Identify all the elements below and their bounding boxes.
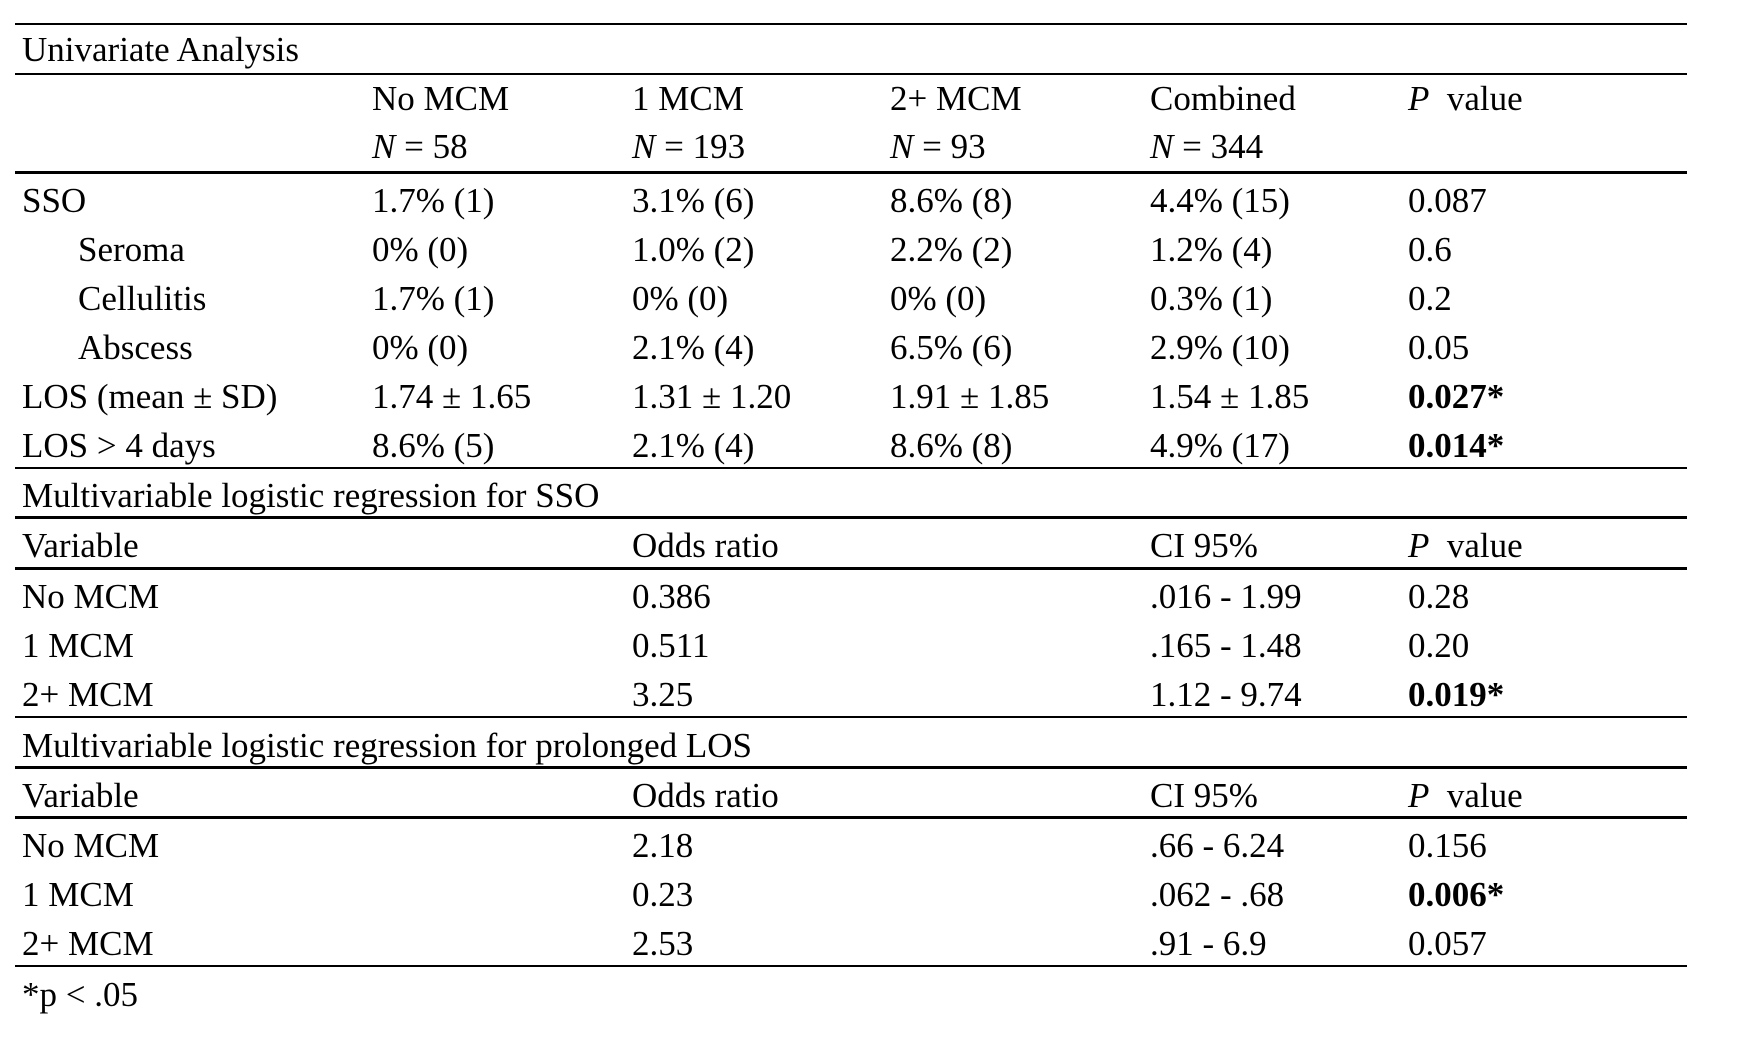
section2-title: Multivariable logistic regression for SS… bbox=[22, 476, 600, 515]
cell-value: 1.31 ± 1.20 bbox=[632, 377, 792, 416]
cell-odds: 0.386 bbox=[632, 577, 711, 616]
section3-title-rule bbox=[15, 766, 1687, 769]
row-label: Abscess bbox=[78, 328, 193, 367]
row-label: SSO bbox=[22, 181, 87, 220]
col-header-ci: CI 95% bbox=[1150, 526, 1258, 565]
col-header-2plus-mcm: 2+ MCM bbox=[890, 79, 1022, 118]
row-label: 2+ MCM bbox=[22, 924, 154, 963]
cell-ci: .016 - 1.99 bbox=[1150, 577, 1302, 616]
cell-value: 1.2% (4) bbox=[1150, 230, 1273, 269]
cell-value: 8.6% (8) bbox=[890, 426, 1013, 465]
row-label: 1 MCM bbox=[22, 875, 134, 914]
col-n-1-mcm: N = 193 bbox=[632, 127, 746, 166]
cell-p-value: 0.20 bbox=[1408, 626, 1470, 665]
section1-bottom-rule bbox=[15, 467, 1687, 469]
cell-ci: .91 - 6.9 bbox=[1150, 924, 1267, 963]
cell-value: 4.4% (15) bbox=[1150, 181, 1290, 220]
col-header-variable: Variable bbox=[22, 526, 139, 565]
cell-value: 3.1% (6) bbox=[632, 181, 755, 220]
cell-value: 6.5% (6) bbox=[890, 328, 1013, 367]
col-header-variable: Variable bbox=[22, 776, 139, 815]
row-label: 1 MCM bbox=[22, 626, 134, 665]
cell-odds: 3.25 bbox=[632, 675, 694, 714]
cell-value: 4.9% (17) bbox=[1150, 426, 1290, 465]
cell-value: 1.54 ± 1.85 bbox=[1150, 377, 1310, 416]
row-label: LOS (mean ± SD) bbox=[22, 377, 278, 416]
row-label: No MCM bbox=[22, 826, 160, 865]
cell-p-value-significant: 0.019* bbox=[1408, 675, 1505, 714]
cell-p-value: 0.2 bbox=[1408, 279, 1452, 318]
cell-odds: 0.23 bbox=[632, 875, 694, 914]
footnote: *p < .05 bbox=[22, 975, 138, 1014]
cell-value: 0.3% (1) bbox=[1150, 279, 1273, 318]
cell-value: 1.0% (2) bbox=[632, 230, 755, 269]
cell-value: 8.6% (8) bbox=[890, 181, 1013, 220]
cell-ci: .165 - 1.48 bbox=[1150, 626, 1302, 665]
cell-value: 2.2% (2) bbox=[890, 230, 1013, 269]
table-bottom-rule bbox=[15, 965, 1687, 967]
cell-value: 8.6% (5) bbox=[372, 426, 495, 465]
cell-value: 2.1% (4) bbox=[632, 426, 755, 465]
section3-title: Multivariable logistic regression for pr… bbox=[22, 726, 752, 765]
cell-value: 0% (0) bbox=[632, 279, 729, 318]
row-label: LOS > 4 days bbox=[22, 426, 216, 465]
cell-ci: .062 - .68 bbox=[1150, 875, 1285, 914]
col-header-combined: Combined bbox=[1150, 79, 1296, 118]
cell-value: 1.74 ± 1.65 bbox=[372, 377, 532, 416]
cell-p-value-significant: 0.006* bbox=[1408, 875, 1505, 914]
cell-odds: 0.511 bbox=[632, 626, 710, 665]
section1-title-rule bbox=[15, 73, 1687, 75]
cell-ci: 1.12 - 9.74 bbox=[1150, 675, 1302, 714]
cell-p-value: 0.057 bbox=[1408, 924, 1487, 963]
col-header-p-value: P value bbox=[1408, 776, 1523, 815]
cell-value: 0% (0) bbox=[372, 230, 469, 269]
cell-value: 1.91 ± 1.85 bbox=[890, 377, 1050, 416]
col-header-p-value: P value bbox=[1408, 79, 1523, 118]
row-label: No MCM bbox=[22, 577, 160, 616]
section2-header-rule bbox=[15, 567, 1687, 570]
cell-p-value-significant: 0.027* bbox=[1408, 377, 1505, 416]
col-n-combined: N = 344 bbox=[1150, 127, 1264, 166]
row-label: 2+ MCM bbox=[22, 675, 154, 714]
col-n-2plus-mcm: N = 93 bbox=[890, 127, 986, 166]
cell-p-value: 0.087 bbox=[1408, 181, 1487, 220]
table-top-rule bbox=[15, 23, 1687, 25]
cell-p-value: 0.156 bbox=[1408, 826, 1487, 865]
cell-odds: 2.53 bbox=[632, 924, 694, 963]
cell-ci: .66 - 6.24 bbox=[1150, 826, 1285, 865]
cell-value: 1.7% (1) bbox=[372, 181, 495, 220]
cell-value: 2.9% (10) bbox=[1150, 328, 1290, 367]
section1-header-rule bbox=[15, 171, 1687, 174]
cell-value: 1.7% (1) bbox=[372, 279, 495, 318]
col-header-no-mcm: No MCM bbox=[372, 79, 510, 118]
col-header-odds-ratio: Odds ratio bbox=[632, 526, 779, 565]
col-header-p-value: P value bbox=[1408, 526, 1523, 565]
cell-p-value: 0.28 bbox=[1408, 577, 1470, 616]
row-label: Cellulitis bbox=[78, 279, 207, 318]
cell-odds: 2.18 bbox=[632, 826, 694, 865]
section2-title-rule bbox=[15, 516, 1687, 519]
row-label: Seroma bbox=[78, 230, 185, 269]
section2-bottom-rule bbox=[15, 716, 1687, 718]
cell-p-value-significant: 0.014* bbox=[1408, 426, 1505, 465]
cell-value: 0% (0) bbox=[890, 279, 987, 318]
cell-p-value: 0.05 bbox=[1408, 328, 1470, 367]
col-n-no-mcm: N = 58 bbox=[372, 127, 468, 166]
cell-p-value: 0.6 bbox=[1408, 230, 1452, 269]
col-header-1-mcm: 1 MCM bbox=[632, 79, 744, 118]
section1-title: Univariate Analysis bbox=[22, 30, 300, 69]
cell-value: 0% (0) bbox=[372, 328, 469, 367]
cell-value: 2.1% (4) bbox=[632, 328, 755, 367]
col-header-ci: CI 95% bbox=[1150, 776, 1258, 815]
col-header-odds-ratio: Odds ratio bbox=[632, 776, 779, 815]
section3-header-rule bbox=[15, 816, 1687, 819]
